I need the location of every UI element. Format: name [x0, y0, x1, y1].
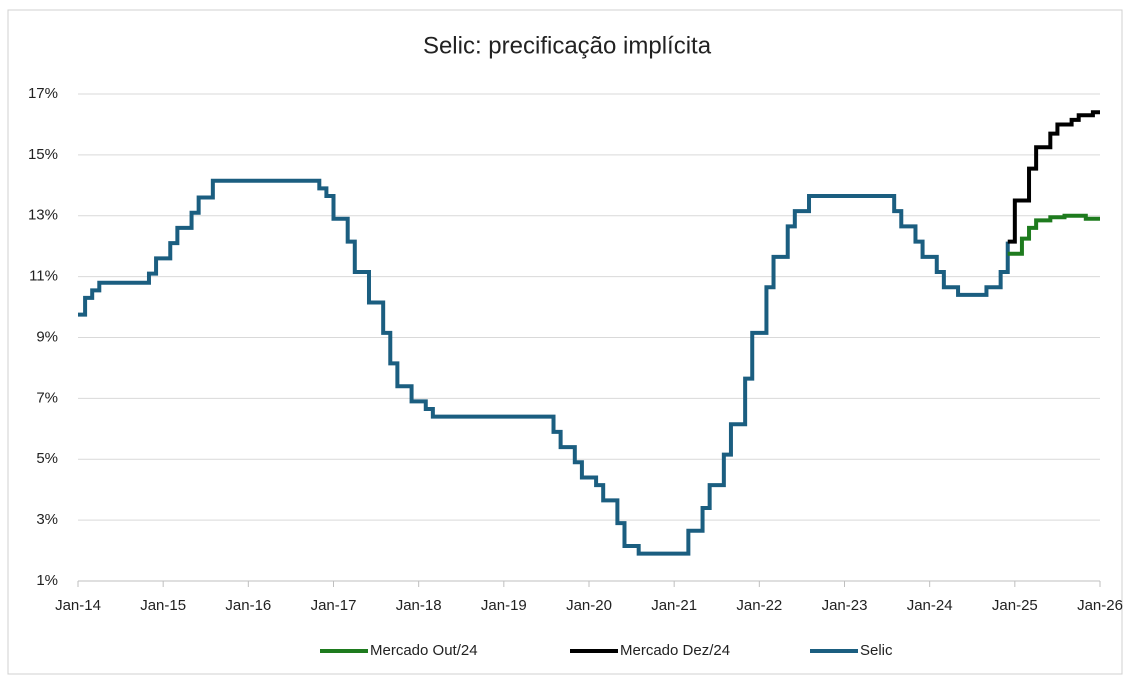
- series-line: [78, 178, 1010, 556]
- legend-label: Mercado Out/24: [370, 642, 478, 659]
- y-tick-label: 5%: [36, 450, 58, 467]
- y-tick-label: 11%: [29, 268, 58, 285]
- chart-frame: [7, 9, 1123, 675]
- y-tick-label: 9%: [36, 328, 58, 345]
- legend-label: Selic: [860, 642, 893, 659]
- x-tick-label: Jan-26: [1077, 597, 1123, 614]
- x-tick-label: Jan-18: [396, 597, 442, 614]
- legend-label: Mercado Dez/24: [620, 642, 730, 659]
- x-tick-label: Jan-19: [481, 597, 527, 614]
- x-tick-label: Jan-20: [566, 597, 612, 614]
- y-tick-label: 1%: [36, 572, 58, 589]
- y-tick-label: 17%: [28, 85, 58, 102]
- x-tick-label: Jan-17: [311, 597, 357, 614]
- x-tick-label: Jan-23: [822, 597, 868, 614]
- x-tick-label: Jan-25: [992, 597, 1038, 614]
- y-tick-label: 3%: [36, 511, 58, 528]
- y-tick-label: 13%: [28, 207, 58, 224]
- series-line: [1007, 213, 1100, 256]
- x-tick-label: Jan-22: [736, 597, 782, 614]
- x-tick-label: Jan-15: [140, 597, 186, 614]
- y-tick-label: 7%: [36, 389, 58, 406]
- x-tick-label: Jan-14: [55, 597, 101, 614]
- chart-title: Selic: precificação implícita: [423, 32, 712, 59]
- x-tick-label: Jan-16: [225, 597, 271, 614]
- y-tick-label: 15%: [28, 146, 58, 163]
- x-tick-label: Jan-21: [651, 597, 697, 614]
- series-line: [1007, 110, 1100, 244]
- x-tick-label: Jan-24: [907, 597, 953, 614]
